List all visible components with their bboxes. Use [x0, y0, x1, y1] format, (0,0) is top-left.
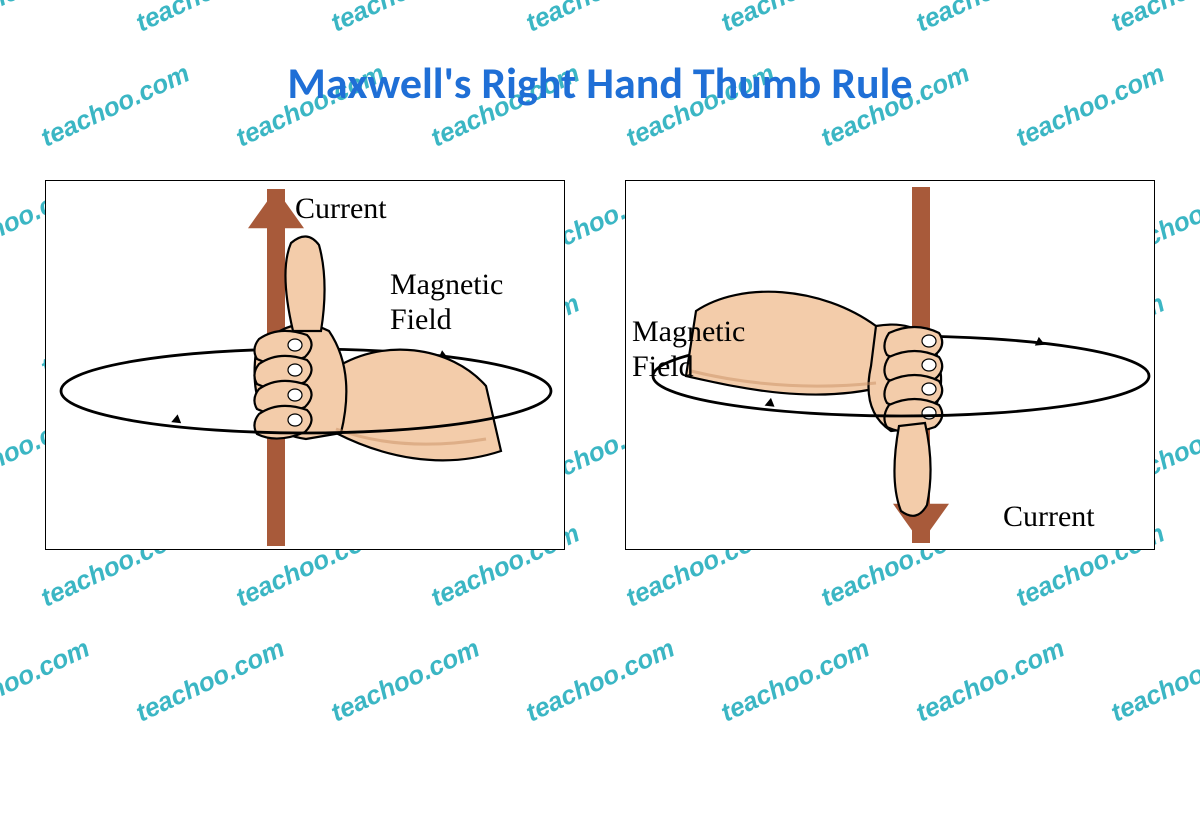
- label-right-field: MagneticField: [632, 315, 745, 384]
- page-title: Maxwell's Right Hand Thumb Rule: [0, 56, 1200, 110]
- label-left-current: Current: [295, 192, 387, 227]
- diagram-left: [46, 181, 564, 549]
- diagram-panel-left: [45, 180, 565, 550]
- label-right-current: Current: [1003, 500, 1095, 535]
- label-left-field: MagneticField: [390, 268, 503, 337]
